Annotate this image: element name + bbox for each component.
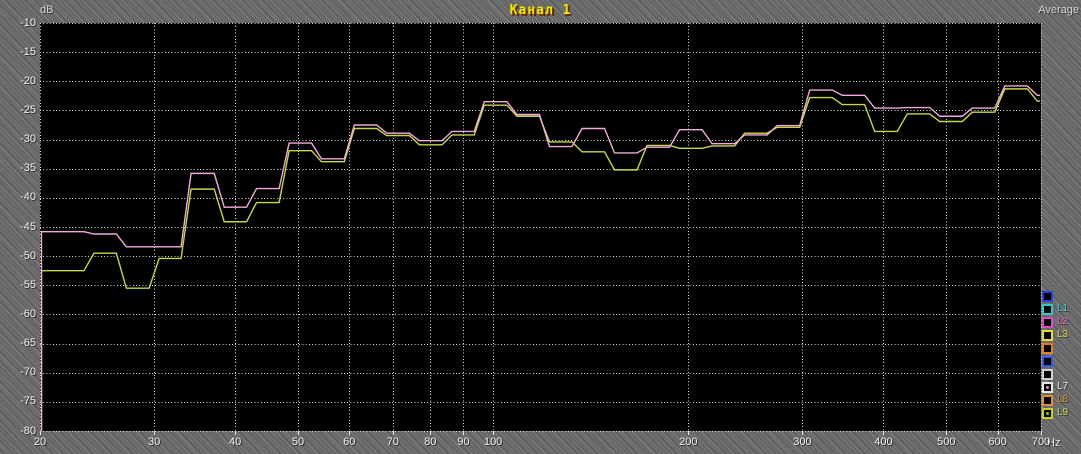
y-tick-label: -35 xyxy=(20,162,36,175)
x-tick-label: 20 xyxy=(33,436,47,448)
x-tick-label: 30 xyxy=(148,436,161,448)
legend-label-L2: L2 xyxy=(1057,316,1069,327)
legend-label-L8: L8 xyxy=(1057,394,1069,405)
legend-checkbox-L2[interactable] xyxy=(1042,317,1053,328)
y-tick-label: -65 xyxy=(20,337,36,350)
overlay-legend: L1 L2 L3 L7 L8 L9 xyxy=(1042,290,1081,420)
enabled-dot-L9 xyxy=(1046,412,1049,415)
x-tick-label: 60 xyxy=(343,436,356,448)
legend-checkbox-L0[interactable] xyxy=(1042,291,1053,302)
enabled-dot-L7 xyxy=(1046,386,1049,389)
legend-item-L3: L3 xyxy=(1042,329,1081,342)
y-tick-label: -25 xyxy=(20,103,36,116)
channel-title: Канал 1 xyxy=(509,3,572,18)
legend-item-L0 xyxy=(1042,290,1081,303)
x-tick-label: 200 xyxy=(679,436,698,448)
legend-item-L7: L7 xyxy=(1042,381,1081,394)
x-tick-label: 100 xyxy=(483,436,503,448)
x-tick-label: 300 xyxy=(793,436,812,448)
legend-item-L8: L8 xyxy=(1042,394,1081,407)
x-tick-label: 50 xyxy=(291,436,305,448)
legend-checkbox-L8[interactable] xyxy=(1042,395,1053,406)
y-tick-label: -30 xyxy=(20,133,36,146)
y-tick-label: -20 xyxy=(20,74,36,87)
legend-checkbox-L6[interactable] xyxy=(1042,369,1053,380)
trace-L9 xyxy=(40,88,1040,431)
legend-label-L9: L9 xyxy=(1057,407,1069,418)
y-tick-label: -50 xyxy=(20,249,36,262)
x-tick-label: 400 xyxy=(874,436,893,448)
y-tick-label: -80 xyxy=(20,424,36,437)
legend-item-L6 xyxy=(1042,368,1081,381)
legend-checkbox-L1[interactable] xyxy=(1042,304,1053,315)
y-tick-label: -70 xyxy=(20,366,36,379)
y-tick-label: -60 xyxy=(20,307,36,320)
legend-checkbox-L5[interactable] xyxy=(1042,356,1053,367)
legend-label-L3: L3 xyxy=(1057,329,1069,340)
legend-checkbox-L7[interactable] xyxy=(1042,382,1053,393)
y-tick-label: -15 xyxy=(20,45,36,58)
legend-item-L2: L2 xyxy=(1042,316,1081,329)
y-tick-label: -40 xyxy=(20,191,36,204)
plot-area xyxy=(40,23,1041,431)
legend-item-L5 xyxy=(1042,355,1081,368)
x-axis-unit-label: Hz xyxy=(1047,437,1061,449)
x-tick-label: 80 xyxy=(424,436,437,448)
y-axis-unit-label: dB xyxy=(40,4,54,16)
x-tick-label: 90 xyxy=(457,436,470,448)
legend-checkbox-L3[interactable] xyxy=(1042,330,1053,341)
y-tick-label: -75 xyxy=(20,395,36,408)
x-tick-label: 40 xyxy=(229,436,242,448)
trace-L7 xyxy=(40,85,1040,431)
legend-label-L1: L1 xyxy=(1057,303,1069,314)
legend-label-L7: L7 xyxy=(1057,381,1069,392)
x-tick-label: 600 xyxy=(988,436,1007,448)
legend-item-L4 xyxy=(1042,342,1081,355)
x-tick-label: 500 xyxy=(937,436,956,448)
legend-checkbox-L4[interactable] xyxy=(1042,343,1053,354)
x-tick-label: 700 xyxy=(1031,436,1051,448)
x-axis-ticks xyxy=(40,431,1042,435)
averaging-mode-label: Average xyxy=(1038,4,1079,16)
legend-item-L9: L9 xyxy=(1042,407,1081,420)
grid xyxy=(40,23,1042,432)
x-tick-label: 70 xyxy=(386,436,399,448)
legend-checkbox-L9[interactable] xyxy=(1042,408,1053,419)
legend-item-L1: L1 xyxy=(1042,303,1081,316)
y-tick-label: -10 xyxy=(20,16,36,29)
y-tick-label: -45 xyxy=(20,220,36,233)
y-tick-label: -55 xyxy=(20,278,36,291)
